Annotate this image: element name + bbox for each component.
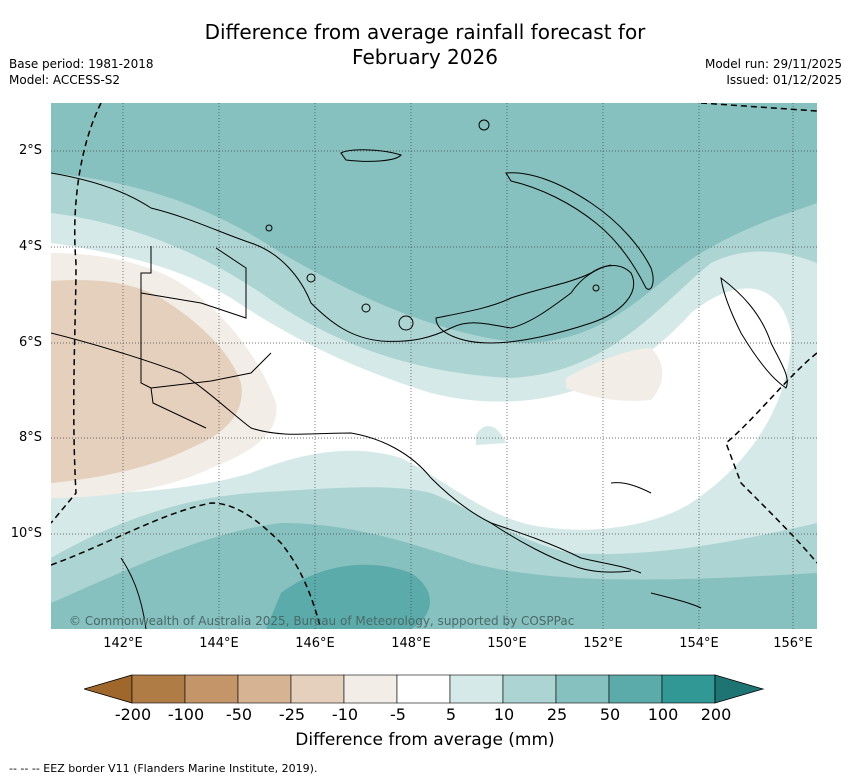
meta-right: Model run: 29/11/2025 Issued: 01/12/2025 [705, 56, 842, 88]
colorbar-segment [237, 674, 292, 704]
cb-label-200: 200 [700, 705, 732, 724]
cb-label-10: 10 [493, 705, 515, 724]
colorbar-segment [131, 674, 186, 704]
colorbar-segment [502, 674, 557, 704]
lon-label-154e: 154°E [679, 636, 719, 651]
colorbar-segment [184, 674, 239, 704]
lon-label-144e: 144°E [199, 636, 239, 651]
model-run: Model run: 29/11/2025 [704, 57, 842, 71]
lat-label-4s: 4°S [18, 239, 42, 254]
cb-label-m5: -5 [390, 705, 406, 724]
cb-label-m50: -50 [225, 705, 253, 724]
map-title: Difference from average rainfall forecas… [0, 20, 850, 70]
colorbar-segment [290, 674, 345, 704]
cb-label-m200: -200 [114, 705, 152, 724]
lon-label-146e: 146°E [295, 636, 335, 651]
colorbar-arrow-low [84, 674, 133, 704]
cb-label-5: 5 [445, 705, 457, 724]
lat-label-2s: 2°S [18, 143, 42, 158]
lon-label-150e: 150°E [487, 636, 527, 651]
band-dry-patch-east [566, 348, 663, 401]
lon-label-152e: 152°E [583, 636, 623, 651]
band-50-100 [266, 564, 430, 629]
model-name: Model: ACCESS-S2 [9, 73, 121, 87]
colorbar-segment [396, 674, 451, 704]
cb-label-m10: -10 [331, 705, 359, 724]
cb-label-m100: -100 [167, 705, 205, 724]
eez-footnote: -- -- -- EEZ border V11 (Flanders Marine… [9, 762, 318, 775]
lon-label-156e: 156°E [773, 636, 813, 651]
meta-left: Base period: 1981-2018 Model: ACCESS-S2 [9, 56, 154, 88]
lon-label-142e: 142°E [103, 636, 143, 651]
band-25-50-south [51, 523, 817, 629]
cb-label-m25: -25 [278, 705, 306, 724]
lat-label-10s: 10°S [10, 526, 42, 541]
coastlines [51, 119, 788, 629]
title-line-2: February 2026 [352, 45, 498, 69]
cb-label-100: 100 [647, 705, 679, 724]
colorbar [84, 674, 765, 704]
patch-light [476, 426, 506, 445]
colorbar-segment [449, 674, 504, 704]
issued-date: Issued: 01/12/2025 [726, 73, 842, 87]
base-period: Base period: 1981-2018 [9, 57, 154, 71]
band-dry-10-25 [51, 279, 242, 483]
colorbar-segment [608, 674, 663, 704]
colorbar-title: Difference from average (mm) [295, 730, 555, 750]
title-line-1: Difference from average rainfall forecas… [204, 20, 646, 44]
cb-label-50: 50 [599, 705, 621, 724]
lat-label-8s: 8°S [18, 430, 42, 445]
colorbar-segment [343, 674, 398, 704]
gridlines [51, 103, 817, 629]
copyright-notice: © Commonwealth of Australia 2025, Bureau… [69, 614, 575, 628]
colorbar-segment [661, 674, 716, 704]
rainfall-map [51, 103, 817, 629]
colorbar-arrow-high [714, 674, 765, 704]
eez-borders [51, 103, 817, 629]
lat-label-6s: 6°S [18, 335, 42, 350]
cb-label-25: 25 [546, 705, 568, 724]
colorbar-segment [555, 674, 610, 704]
lon-label-148e: 148°E [391, 636, 431, 651]
